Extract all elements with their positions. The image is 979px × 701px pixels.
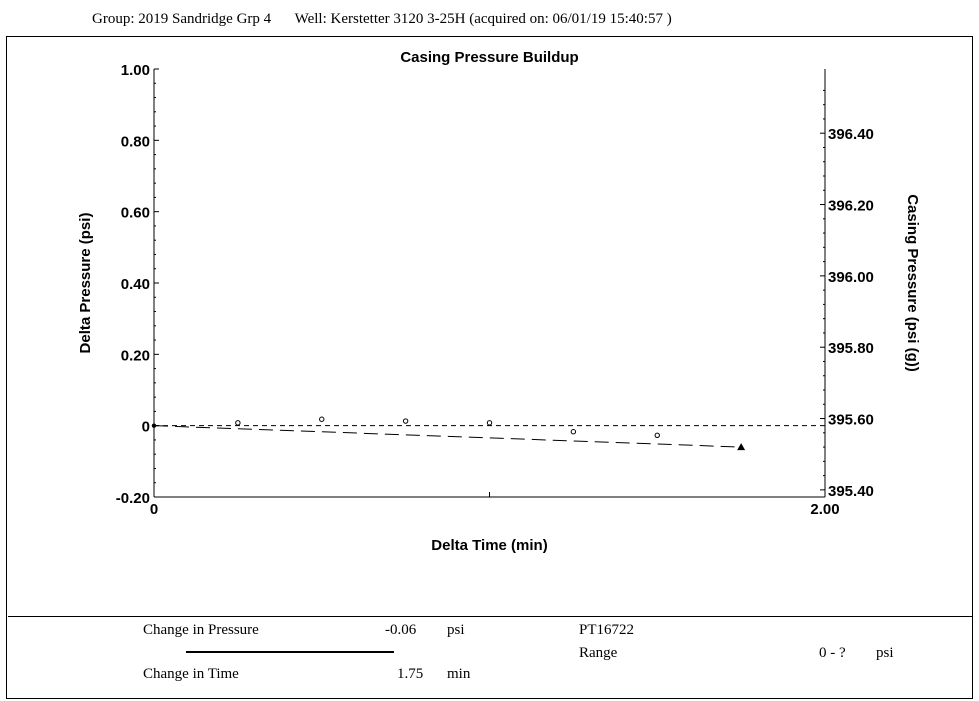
stats-underline [186, 651, 394, 653]
y-axis-label: Delta Pressure (psi) [77, 213, 94, 354]
y-tick-label: 0.60 [121, 205, 150, 222]
y2-tick-label: 396.20 [828, 198, 874, 215]
range-label: Range [579, 645, 617, 662]
data-point [320, 417, 324, 421]
change-pressure-unit: psi [447, 622, 465, 639]
chart-title: Casing Pressure Buildup [400, 49, 578, 66]
change-time-unit: min [447, 666, 470, 683]
data-point [152, 423, 156, 427]
y-tick-label: -0.20 [116, 490, 150, 507]
range-unit: psi [876, 645, 894, 662]
y2-tick-label: 395.40 [828, 483, 874, 500]
y2-tick-label: 395.80 [828, 340, 874, 357]
data-point [487, 421, 491, 425]
range-value: 0 - ? [819, 645, 846, 662]
stats-divider [8, 616, 973, 617]
sensor-id: PT16722 [579, 622, 634, 639]
x-axis-label: Delta Time (min) [431, 537, 547, 554]
data-point [571, 430, 575, 434]
x-tick-label: 0 [150, 501, 158, 518]
data-point [403, 419, 407, 423]
y-tick-label: 0.80 [121, 133, 150, 150]
y-tick-label: 0.40 [121, 276, 150, 293]
y2-axis-label: Casing Pressure (psi (g)) [904, 194, 921, 372]
change-pressure-value: -0.06 [385, 622, 416, 639]
x-tick-label: 2.00 [810, 501, 839, 518]
data-point [236, 421, 240, 425]
y2-tick-label: 396.40 [828, 126, 874, 143]
change-pressure-label: Change in Pressure [143, 622, 259, 639]
y2-tick-label: 395.60 [828, 412, 874, 429]
change-time-value: 1.75 [397, 666, 423, 683]
y-tick-label: 0 [142, 419, 150, 436]
y-tick-label: 1.00 [121, 62, 150, 79]
change-time-label: Change in Time [143, 666, 239, 683]
y2-tick-label: 396.00 [828, 269, 874, 286]
y-tick-label: 0.20 [121, 347, 150, 364]
data-point [655, 433, 659, 437]
data-point [737, 443, 745, 450]
trend-line [154, 426, 741, 447]
